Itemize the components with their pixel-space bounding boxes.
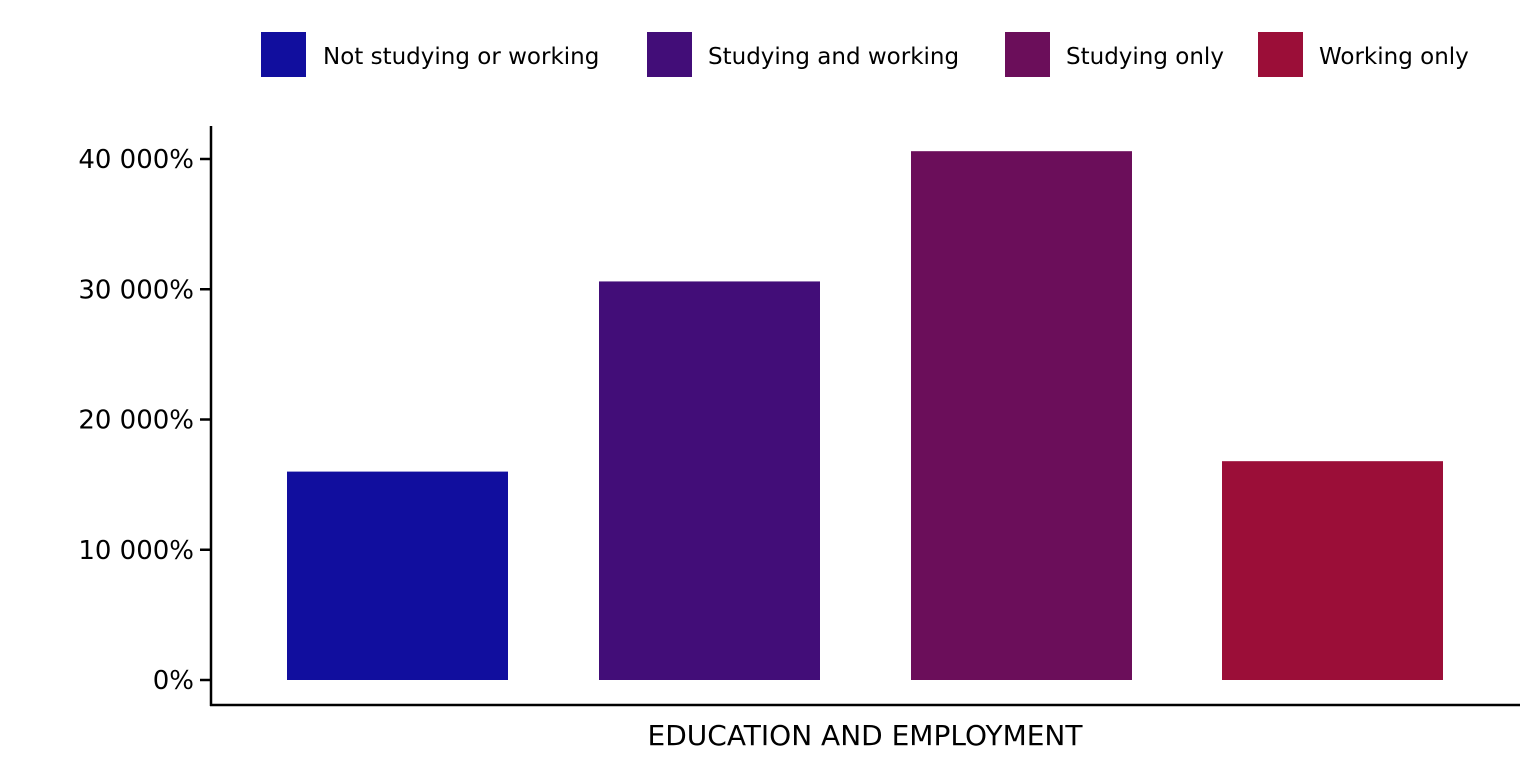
legend-label: Not studying or working: [323, 44, 599, 70]
y-tick-label: 10 000%: [78, 536, 194, 566]
bar: [1222, 461, 1443, 680]
legend-swatch: [647, 32, 692, 77]
bar: [911, 151, 1132, 680]
legend-label: Studying and working: [708, 44, 959, 70]
bar: [287, 471, 508, 680]
legend-entry: Working only: [1258, 32, 1469, 77]
legend: Not studying or working Studying and wor…: [261, 32, 1469, 77]
legend-label: Studying only: [1066, 44, 1224, 70]
legend-label: Working only: [1319, 44, 1469, 70]
y-tick-label: 30 000%: [78, 275, 194, 305]
bar: [599, 281, 820, 680]
bars: [287, 151, 1443, 680]
y-tick-label: 0%: [153, 666, 194, 696]
legend-swatch: [261, 32, 306, 77]
y-axis: 0% 10 000% 20 000% 30 000% 40 000%: [78, 145, 211, 696]
y-tick-label: 40 000%: [78, 145, 194, 175]
legend-entry: Not studying or working: [261, 32, 599, 77]
legend-swatch: [1258, 32, 1303, 77]
y-tick-label: 20 000%: [78, 406, 194, 436]
legend-entry: Studying and working: [647, 32, 959, 77]
legend-swatch: [1005, 32, 1050, 77]
legend-entry: Studying only: [1005, 32, 1224, 77]
x-axis-title: EDUCATION AND EMPLOYMENT: [648, 719, 1084, 752]
